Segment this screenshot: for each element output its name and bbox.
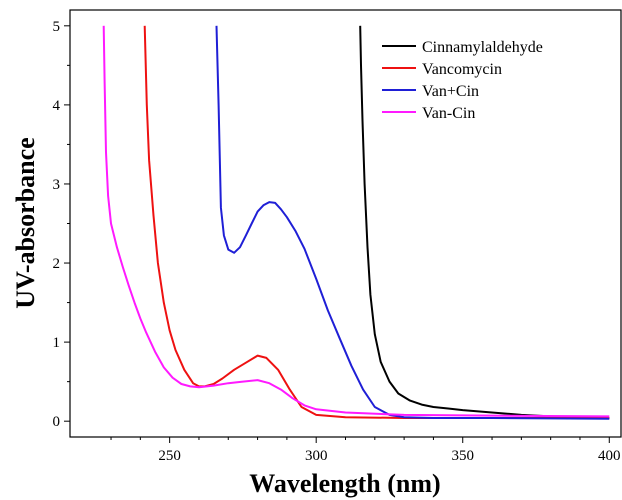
tick-layer: 250 300 350 400 0 1 2 3 4 5 — [53, 19, 621, 464]
x-axis-label: Wavelength (nm) — [249, 469, 440, 498]
series-line-cinnamylaldehyde — [360, 26, 609, 418]
y-tick-label: 0 — [53, 414, 61, 430]
legend: Cinnamylaldehyde Vancomycin Van+Cin Van-Cin — [382, 39, 543, 122]
x-tick-label: 350 — [451, 448, 474, 464]
series-layer — [104, 26, 610, 419]
series-line-vancomycin — [145, 26, 610, 418]
x-tick-label: 400 — [598, 448, 621, 464]
x-tick-label: 300 — [305, 448, 328, 464]
y-tick-label: 1 — [53, 335, 61, 351]
plot-frame — [70, 10, 621, 437]
legend-label-vancomycin: Vancomycin — [422, 61, 502, 78]
x-tick-label: 250 — [158, 448, 181, 464]
legend-label-cinnamylaldehyde: Cinnamylaldehyde — [422, 39, 543, 56]
y-tick-label: 3 — [53, 177, 61, 193]
legend-label-van-cin: Van+Cin — [422, 83, 479, 100]
legend-label-van-cin: Van-Cin — [422, 105, 475, 122]
y-axis-label: UV-absorbance — [11, 137, 40, 308]
y-tick-label: 4 — [53, 98, 61, 114]
series-line-van-cin — [217, 26, 610, 419]
y-tick-label: 2 — [53, 256, 61, 272]
y-tick-label: 5 — [53, 19, 61, 35]
